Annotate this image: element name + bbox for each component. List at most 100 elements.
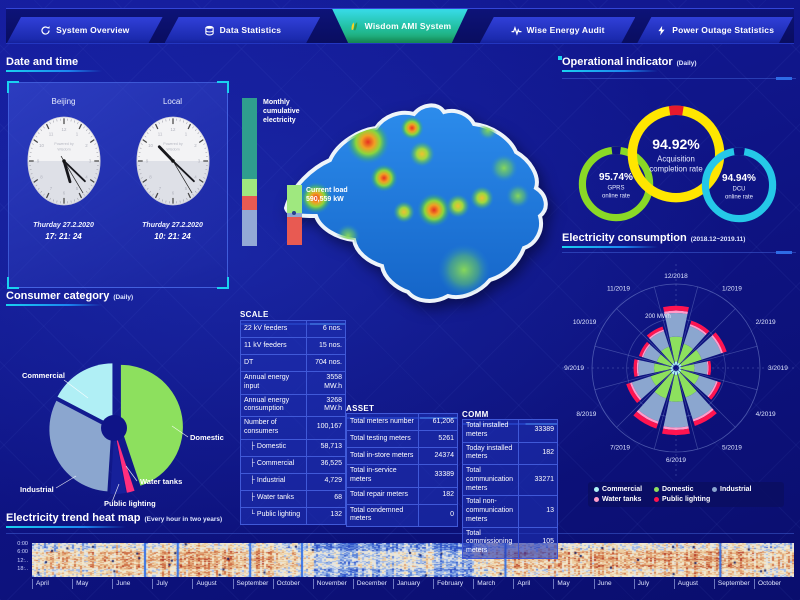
legend-item-commercial[interactable]: Commercial: [594, 486, 654, 493]
svg-text:7: 7: [49, 186, 52, 191]
rose-month-label: 3/2019: [768, 365, 788, 372]
clock-local: Local 1 2 3 4 5 6 7 8 9 10 11 12 Powered by Wisdom Th…: [118, 83, 227, 287]
panel-electricity-trend-heatmap: Electricity trend heat map (Every hour i…: [6, 512, 794, 596]
row-value: 4,729: [306, 473, 345, 490]
clock-city-label: Local: [162, 97, 183, 106]
panel-title: Electricity consumption: [562, 232, 687, 244]
pie-slice-water-tanks[interactable]: [115, 431, 135, 493]
header-underline: [562, 246, 658, 248]
table-row: Total communication meters 33271: [462, 465, 558, 497]
row-label: ├ Domestic: [250, 443, 287, 451]
tab-data-statistics[interactable]: Data Statistics: [165, 17, 321, 43]
rose-sector: [656, 354, 673, 367]
row-value: 182: [518, 442, 557, 464]
chart-legend: Commercial Domestic Industrial Water tanks P…: [588, 482, 784, 507]
svg-text:Wisdom: Wisdom: [57, 147, 70, 151]
rose-sector: [685, 390, 713, 420]
rose-sector: [633, 359, 638, 377]
row-label: Total in-store meters: [350, 451, 414, 459]
bar-segment: [242, 195, 257, 211]
month-label: September: [232, 579, 273, 589]
rose-sector: [676, 370, 681, 375]
pie-slice-public-lighting[interactable]: [110, 431, 127, 494]
clock-date: Thurday 27.2.2020: [33, 222, 94, 229]
legend-item-public-lighting[interactable]: Public lighting: [654, 496, 744, 503]
tab-label: Wise Energy Audit: [526, 25, 605, 35]
rose-month-label: 11/2019: [607, 285, 630, 292]
pie-slice-commercial[interactable]: [57, 363, 113, 426]
bar-segment: [242, 98, 257, 180]
current-load-value: 590,559 kW: [306, 196, 344, 204]
row-value: 36,525: [306, 456, 345, 473]
row-value: 0: [418, 504, 457, 526]
panel-subtitle: (Every hour in two years): [144, 516, 223, 523]
table-row: Total condemned meters 0: [346, 504, 458, 527]
row-value: 6 nos.: [306, 321, 345, 337]
rose-sector: [670, 368, 674, 372]
tab-power-outage-statistics[interactable]: Power Outage Statistics: [637, 17, 793, 43]
svg-text:6: 6: [62, 190, 65, 195]
bar-segment: [287, 217, 302, 245]
row-value: 132: [306, 507, 345, 524]
svg-text:9: 9: [36, 159, 39, 164]
legend-item-water-tanks[interactable]: Water tanks: [594, 496, 654, 503]
pie-slice-industrial[interactable]: [49, 400, 112, 492]
month-label: August: [673, 579, 714, 589]
rose-month-label: 4/2019: [756, 411, 776, 418]
table-row: Today installed meters 182: [462, 442, 558, 465]
legend-label: Domestic: [662, 486, 694, 493]
rose-sector: [663, 305, 689, 312]
rose-sector: [663, 401, 689, 428]
svg-text:12: 12: [61, 127, 66, 132]
panel-subtitle: (Daily): [676, 60, 697, 67]
row-label: DT: [244, 358, 254, 366]
tab-wisdom-ami-system[interactable]: Wisdom AMI System: [322, 9, 478, 43]
tab-wise-energy-audit[interactable]: Wise Energy Audit: [480, 17, 636, 43]
rose-sector: [678, 368, 682, 372]
rose-sector: [648, 329, 665, 340]
table-row: Total repair meters 182: [346, 487, 458, 505]
rose-sector: [650, 331, 670, 352]
current-load-label: Current load 590,559 kW: [306, 186, 368, 204]
svg-text:11: 11: [157, 131, 162, 136]
rose-sector: [707, 381, 718, 398]
corner-bracket: [7, 277, 19, 289]
current-load-title: Current load: [306, 187, 348, 194]
row-label: Total installed meters: [466, 422, 509, 438]
panel-electricity-consumption: Electricity consumption (2018.12~2019.11…: [562, 232, 796, 512]
table-row: ├ Commercial 36,525: [240, 456, 346, 474]
svg-text:12: 12: [170, 127, 175, 132]
legend-item-industrial[interactable]: Industrial: [712, 486, 762, 493]
rose-sector: [674, 370, 678, 375]
gauge-value: 94.94%: [722, 173, 756, 184]
row-label: Annual energy input: [244, 374, 290, 390]
legend-label: Public lighting: [662, 496, 711, 503]
rose-sector: [706, 361, 709, 375]
table-row: ├ Water tanks 68: [240, 490, 346, 508]
rose-sector: [664, 310, 688, 315]
rose-sector: [670, 366, 674, 370]
svg-text:4: 4: [194, 175, 197, 180]
table-row: Number of consumers 100,167: [240, 417, 346, 440]
bar-segment: [287, 185, 302, 213]
svg-text:2: 2: [85, 143, 88, 148]
row-label: 22 kV feeders: [244, 324, 288, 332]
corner-bracket: [217, 81, 229, 93]
row-label: Annual energy consumption: [244, 396, 290, 413]
legend-item-domestic[interactable]: Domestic: [654, 486, 712, 493]
gauge-label: GPRS: [607, 186, 624, 192]
pie-slice-domestic[interactable]: [120, 364, 183, 486]
header-underline: [6, 70, 102, 72]
panel-title: Operational indicator: [562, 56, 673, 68]
svg-text:8: 8: [149, 175, 152, 180]
rose-sector: [629, 382, 642, 401]
svg-text:11: 11: [48, 131, 53, 136]
pie-label: Commercial: [22, 371, 65, 380]
rose-sector: [708, 381, 722, 400]
tab-system-overview[interactable]: System Overview: [7, 17, 163, 43]
table-row: ├ Industrial 4,729: [240, 473, 346, 491]
svg-text:6: 6: [171, 190, 174, 195]
gauge-label: completion rate: [649, 165, 702, 174]
svg-text:9: 9: [145, 159, 148, 164]
gauge-group: 95.74% GPRS online rate 94.92% Acquisition co…: [562, 56, 796, 228]
